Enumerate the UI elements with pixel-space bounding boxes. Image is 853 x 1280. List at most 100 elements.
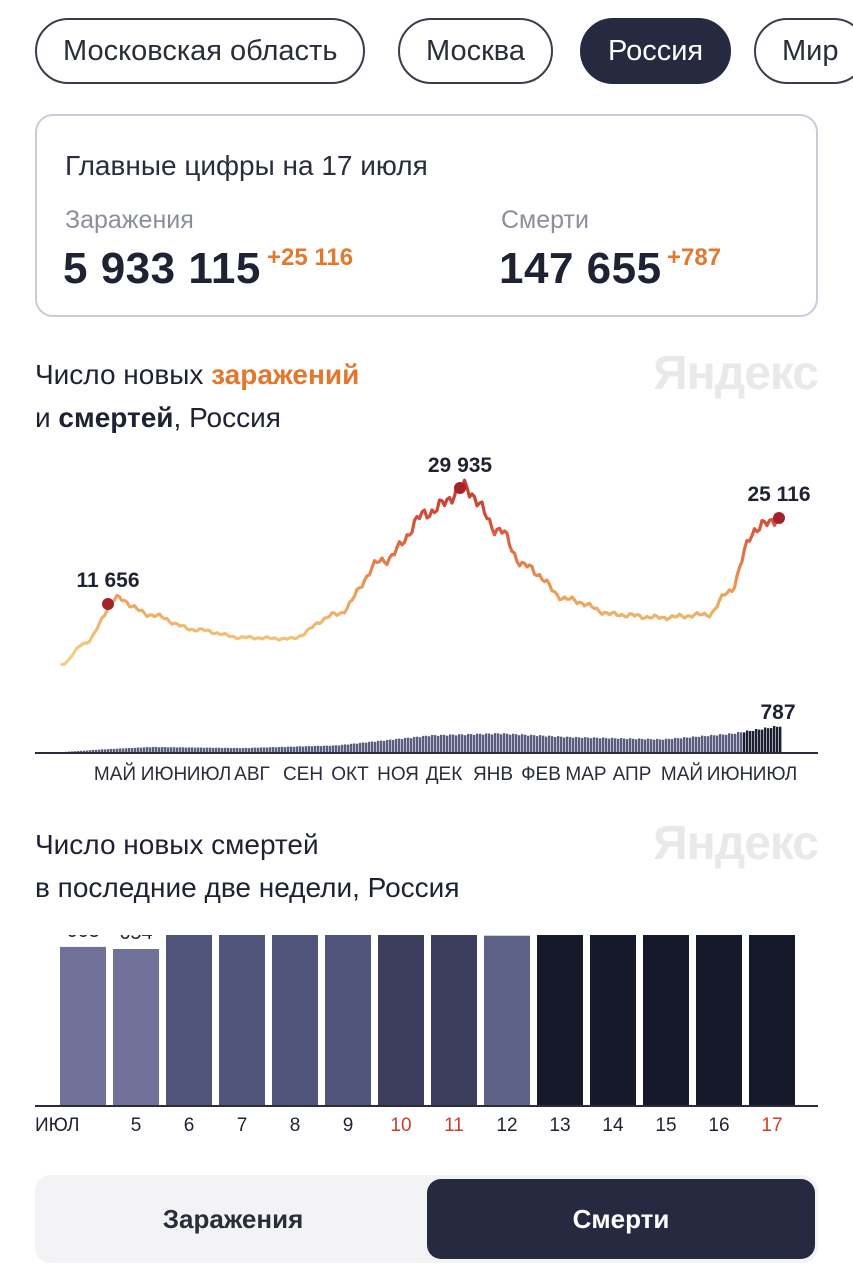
- deaths-bar: [254, 747, 257, 752]
- deaths-bar: [161, 747, 164, 752]
- day-label: 11: [444, 1115, 464, 1136]
- deaths-bar: [119, 748, 122, 752]
- deaths-bar: [71, 751, 74, 752]
- peak-label-1: 11 656: [76, 569, 139, 592]
- death-bar: [113, 949, 159, 1105]
- day-label: 12: [496, 1115, 517, 1136]
- deaths-bar: [530, 734, 533, 752]
- deaths-bar: [473, 734, 476, 752]
- death-bar: [166, 935, 212, 1105]
- deaths-bar: [767, 728, 770, 752]
- deaths-bar: [338, 745, 341, 752]
- deaths-bar: [209, 747, 212, 752]
- deaths-bar: [599, 738, 602, 752]
- deaths-bar: [770, 728, 773, 752]
- deaths-bar: [371, 741, 374, 752]
- deaths-bar: [410, 738, 413, 752]
- deaths-bar: [584, 737, 587, 752]
- death-bar: [643, 935, 689, 1105]
- yandex-logo: Яндекс: [653, 347, 819, 400]
- tab-infections[interactable]: Заражения: [162, 1204, 304, 1234]
- deaths-bar: [86, 750, 89, 752]
- deaths-bar: [485, 733, 488, 752]
- deaths-bar: [395, 738, 398, 752]
- deaths-bar: [251, 747, 254, 752]
- deaths-bar: [212, 747, 215, 752]
- month-label: ОКТ: [331, 764, 369, 785]
- deaths-bar: [89, 750, 92, 752]
- deaths-bar: [746, 730, 749, 752]
- month-label: ЯНВ: [473, 764, 513, 785]
- chip-moscow[interactable]: Москва: [398, 18, 554, 84]
- deaths-bar: [440, 734, 443, 752]
- deaths-bar: [80, 750, 83, 752]
- deaths-bar: [632, 738, 635, 752]
- deaths-bar: [419, 737, 422, 752]
- deaths-bar: [509, 734, 512, 752]
- deaths-bar: [287, 746, 290, 752]
- deaths-bar: [761, 729, 764, 752]
- deaths-bar: [449, 734, 452, 752]
- month-label: СЕН: [283, 764, 323, 785]
- chip-world[interactable]: Мир: [754, 18, 853, 84]
- deaths-bar: [302, 746, 305, 752]
- deaths-bar: [260, 747, 263, 752]
- day-label: 15: [655, 1115, 676, 1136]
- death-bar: [431, 935, 477, 1105]
- deaths-bar: [416, 736, 419, 752]
- deaths-bar: [422, 735, 425, 752]
- deaths-bar: [143, 747, 146, 752]
- deaths-bar: [110, 748, 113, 752]
- deaths-bar: [593, 737, 596, 752]
- deaths-bar: [242, 748, 245, 752]
- death-bar: [219, 935, 265, 1105]
- tab-deaths[interactable]: Смерти: [427, 1179, 815, 1259]
- deaths-bar: [77, 751, 80, 752]
- deaths-bar: [602, 737, 605, 752]
- deaths-bar: [653, 739, 656, 752]
- deaths-bar: [698, 736, 701, 752]
- deaths-bar: [239, 748, 242, 752]
- deaths-bar: [560, 736, 563, 752]
- deaths-bar: [443, 734, 446, 752]
- yandex-logo: Яндекс: [653, 817, 819, 870]
- deaths-bar: [257, 747, 260, 752]
- deaths-bar: [296, 746, 299, 752]
- deaths-bar: [314, 745, 317, 752]
- deaths-bar: [533, 735, 536, 752]
- chip-russia[interactable]: Россия: [580, 18, 732, 84]
- deaths-bar: [128, 748, 131, 752]
- chart1-title-pre: Число новых: [35, 359, 212, 390]
- deaths-bar: [605, 738, 608, 752]
- chip-moscow-region[interactable]: Московская область: [35, 18, 366, 84]
- deaths-bar: [380, 740, 383, 752]
- summary-card: Главные цифры на 17 июля Заражения 5 933…: [35, 114, 818, 317]
- day-label: 6: [184, 1115, 195, 1136]
- deaths-bar: [494, 733, 497, 752]
- deaths-bar: [191, 747, 194, 752]
- deaths-bar: [68, 751, 71, 753]
- deaths-bar: [269, 747, 272, 752]
- deaths-bar: [617, 738, 620, 752]
- deaths-bar: [578, 737, 581, 752]
- deaths-bar: [401, 739, 404, 752]
- deaths-bar: [167, 747, 170, 752]
- deaths-bar: [644, 739, 647, 752]
- deaths-bar: [347, 744, 350, 752]
- month-label: ИЮН: [707, 764, 754, 785]
- deaths-bar: [116, 748, 119, 752]
- deaths-bar: [155, 747, 158, 752]
- deaths-bar: [131, 748, 134, 752]
- bar-value-label: 663: [66, 935, 99, 942]
- deaths-bar: [278, 747, 281, 752]
- deaths-bar: [227, 747, 230, 752]
- deaths-bar: [326, 745, 329, 752]
- month-label: ИЮЛ: [753, 764, 797, 785]
- deaths-bar: [413, 736, 416, 752]
- deaths-bar: [311, 746, 314, 752]
- death-bar: [378, 935, 424, 1105]
- deaths-label: Смерти: [501, 206, 589, 234]
- deaths-bar: [368, 741, 371, 752]
- deaths-bar: [356, 743, 359, 752]
- deaths-bar: [374, 741, 377, 752]
